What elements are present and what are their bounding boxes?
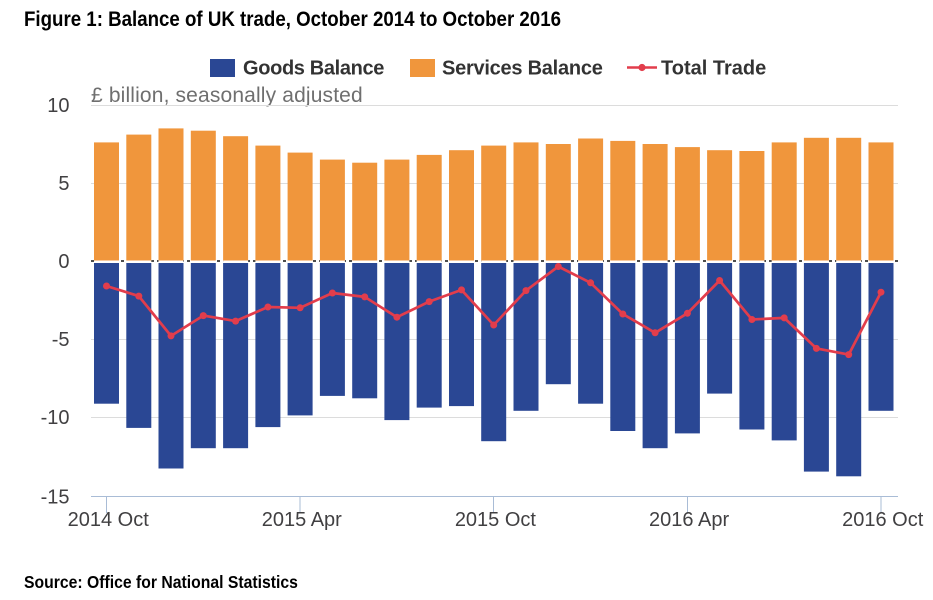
- svg-text:2014 Oct: 2014 Oct: [68, 509, 150, 531]
- svg-text:2015 Apr: 2015 Apr: [262, 509, 342, 531]
- svg-text:2015 Oct: 2015 Oct: [455, 509, 537, 531]
- svg-text:5: 5: [58, 173, 69, 195]
- svg-text:2016 Apr: 2016 Apr: [649, 509, 729, 531]
- svg-text:10: 10: [47, 95, 69, 117]
- svg-text:-5: -5: [52, 329, 70, 351]
- svg-text:Total Trade: Total Trade: [661, 58, 766, 80]
- svg-text:0: 0: [58, 251, 69, 273]
- svg-text:-15: -15: [41, 487, 70, 509]
- svg-text:Services Balance: Services Balance: [442, 58, 603, 80]
- svg-text:2016 Oct: 2016 Oct: [842, 509, 924, 531]
- svg-text:Goods Balance: Goods Balance: [243, 58, 384, 80]
- svg-text:-10: -10: [41, 407, 70, 429]
